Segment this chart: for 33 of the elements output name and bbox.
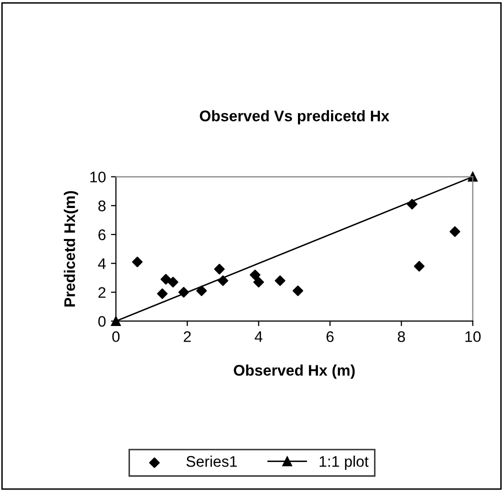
point — [292, 286, 304, 296]
point — [132, 256, 143, 268]
y-tick-label: 4 — [98, 258, 106, 269]
point — [253, 276, 264, 288]
x-axis-title: Observed Hx (m) — [234, 364, 355, 379]
x-tick-label: 8 — [398, 331, 405, 342]
point — [414, 260, 425, 272]
point — [214, 264, 225, 274]
x-tick-label: 0 — [112, 331, 120, 342]
x-tick-label: 4 — [254, 331, 262, 342]
point — [450, 226, 460, 237]
legend-label: 1:1 plot — [320, 456, 369, 470]
point — [274, 275, 286, 286]
point — [218, 275, 228, 286]
y-tick-label: 0 — [98, 316, 106, 327]
point — [160, 274, 172, 285]
y-tick-label: 6 — [98, 229, 106, 240]
y-tick-label: 2 — [98, 287, 106, 298]
point — [178, 286, 190, 298]
point — [250, 270, 260, 280]
point — [111, 316, 121, 326]
point — [168, 276, 178, 288]
x-tick-label: 10 — [465, 331, 481, 342]
x-tick-label: 2 — [184, 331, 191, 342]
point — [196, 286, 207, 296]
point — [157, 288, 168, 299]
y-tick-label: 8 — [98, 200, 106, 212]
point — [406, 198, 418, 210]
x-tick-label: 6 — [326, 331, 334, 342]
y-tick-label: 10 — [90, 172, 106, 182]
legend-label: Series1 — [186, 456, 237, 467]
y-axis-title: Predicetd Hx(m) — [64, 191, 78, 306]
chart-title: Observed Vs predicetd Hx — [200, 110, 390, 124]
